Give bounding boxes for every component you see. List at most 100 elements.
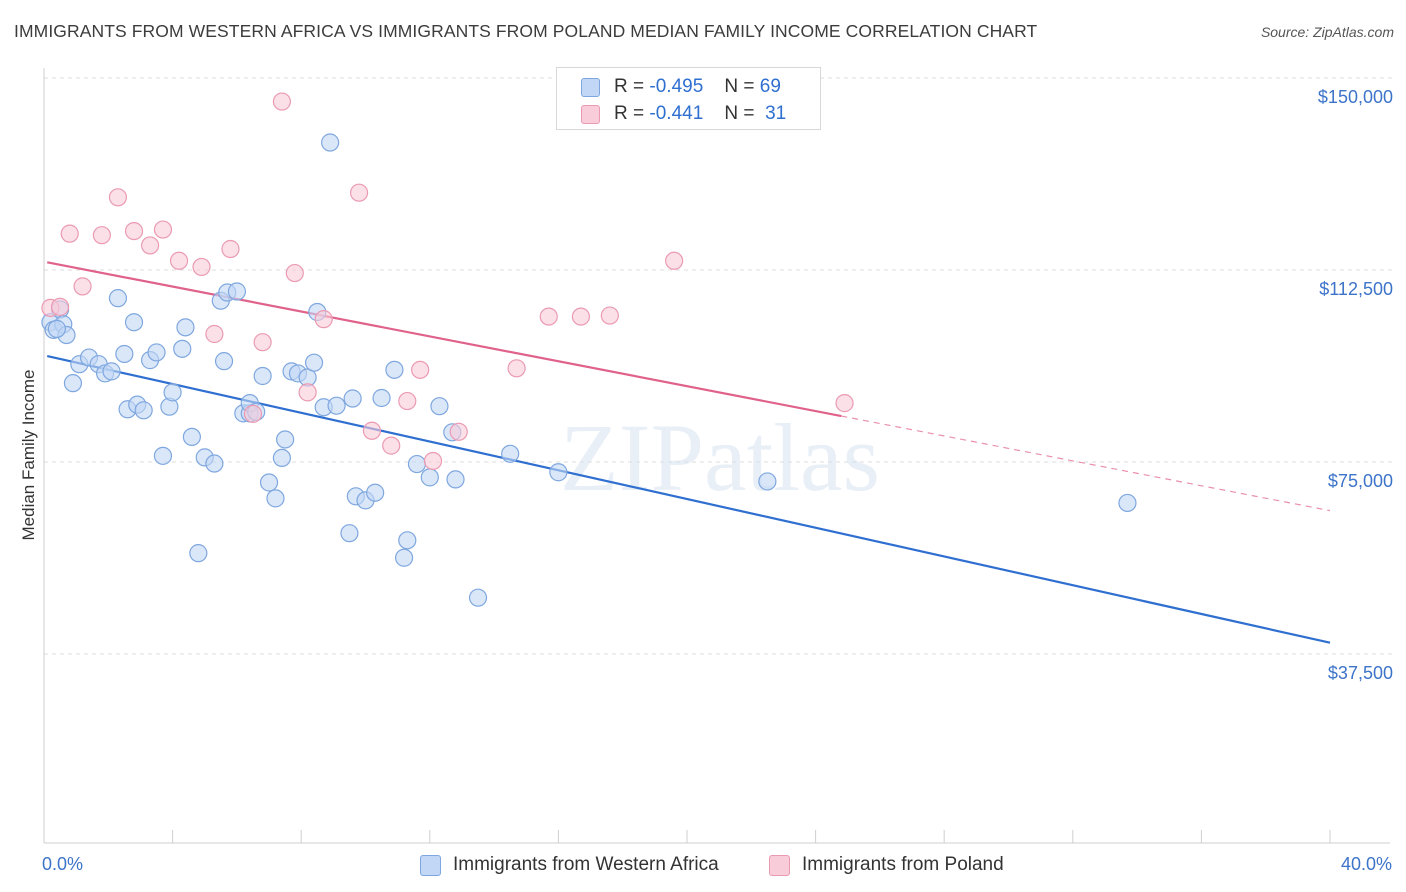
y-tick-label: $75,000	[1328, 471, 1393, 491]
point-poland	[253, 333, 272, 352]
y-tick-label: $112,500	[1319, 279, 1393, 299]
point-poland	[539, 307, 558, 326]
point-poland	[50, 297, 70, 316]
point-western-africa	[758, 472, 777, 491]
point-western-africa	[189, 544, 208, 563]
legend-row-poland: R = -0.441 N = 31	[581, 101, 786, 127]
point-western-africa	[63, 374, 83, 393]
point-western-africa	[420, 468, 439, 487]
point-western-africa	[407, 454, 427, 474]
series-name: Immigrants from Western Africa	[453, 854, 719, 875]
x-tick-label-min: 0.0%	[42, 854, 83, 874]
source-credit: Source: ZipAtlas.com	[1260, 24, 1394, 40]
point-western-africa	[304, 353, 324, 372]
point-western-africa	[266, 489, 285, 508]
point-poland	[362, 421, 382, 440]
point-western-africa	[501, 444, 520, 463]
legend-r-label: R =	[614, 76, 645, 97]
correlation-legend: R = -0.495 N = 69 R = -0.441 N = 31	[556, 67, 821, 130]
point-western-africa	[173, 339, 192, 358]
point-western-africa	[340, 524, 359, 543]
point-western-africa	[253, 366, 272, 386]
point-western-africa	[468, 588, 488, 607]
point-western-africa	[163, 383, 182, 402]
point-poland	[449, 422, 468, 441]
point-western-africa	[321, 133, 340, 152]
point-poland	[140, 236, 160, 255]
point-poland	[382, 436, 401, 455]
trend-line-poland	[47, 261, 842, 418]
point-poland	[349, 183, 369, 202]
point-western-africa	[385, 360, 404, 379]
gridlines	[44, 77, 1395, 655]
y-tick-label: $150,000	[1318, 87, 1393, 107]
point-poland	[600, 306, 619, 325]
data-points	[41, 92, 1137, 607]
point-western-africa	[343, 389, 362, 408]
point-poland	[192, 257, 211, 277]
point-poland	[73, 277, 92, 296]
series-name: Immigrants from Poland	[802, 854, 1004, 875]
legend-n-label: N =	[724, 76, 755, 97]
point-western-africa	[398, 531, 417, 550]
point-western-africa	[1118, 493, 1137, 513]
axes	[43, 68, 1390, 844]
legend-r-value: -0.495	[649, 76, 704, 97]
legend-n-value: 31	[765, 103, 787, 124]
trend-line-extension	[841, 415, 1331, 512]
y-tick-labels: $37,500 $75,000 $112,500 $150,000	[1318, 87, 1393, 683]
point-western-africa	[366, 483, 385, 502]
point-poland	[571, 307, 591, 326]
point-poland	[153, 220, 173, 239]
point-western-africa	[205, 454, 224, 473]
point-western-africa	[446, 470, 465, 489]
point-western-africa	[327, 396, 346, 415]
point-poland	[92, 226, 111, 245]
trend-lines	[46, 261, 1331, 644]
y-tick-label: $37,500	[1328, 663, 1393, 683]
point-poland	[272, 92, 292, 111]
point-western-africa	[276, 430, 295, 449]
legend-r-label: R =	[614, 103, 645, 124]
point-western-africa	[549, 463, 568, 482]
point-western-africa	[108, 289, 128, 308]
point-poland	[124, 221, 144, 241]
x-tick-label-max: 40.0%	[1341, 854, 1392, 874]
point-western-africa	[272, 448, 292, 468]
point-western-africa	[259, 473, 279, 492]
point-poland	[423, 451, 443, 471]
point-western-africa	[115, 344, 134, 364]
point-poland	[411, 360, 430, 379]
watermark: ZIPatlas	[560, 404, 880, 511]
point-western-africa	[394, 548, 414, 567]
point-western-africa	[372, 388, 391, 408]
point-poland	[398, 391, 417, 411]
legend-swatch-pink	[581, 104, 600, 124]
point-poland	[298, 383, 317, 402]
point-western-africa	[124, 313, 144, 332]
point-western-africa	[102, 362, 121, 381]
point-western-africa	[227, 282, 246, 301]
point-poland	[60, 224, 79, 243]
series-swatch-blue	[420, 854, 441, 876]
point-poland	[221, 239, 240, 259]
chart-title: IMMIGRANTS FROM WESTERN AFRICA VS IMMIGR…	[14, 21, 1038, 41]
point-poland	[108, 188, 128, 207]
legend-n-value: 69	[759, 76, 781, 97]
point-poland	[205, 324, 224, 344]
point-western-africa	[147, 343, 166, 362]
trend-line-western-africa	[46, 354, 1331, 644]
point-western-africa	[47, 319, 66, 338]
point-poland	[243, 404, 263, 423]
point-poland	[285, 263, 304, 283]
point-poland	[314, 310, 333, 329]
legend-r-value: -0.441	[649, 103, 704, 124]
point-poland	[169, 251, 189, 270]
point-poland	[665, 251, 684, 270]
series-legend-poland: Immigrants from Poland	[769, 852, 1004, 878]
point-western-africa	[153, 446, 173, 465]
series-swatch-pink	[769, 854, 790, 876]
point-poland	[507, 359, 526, 378]
point-western-africa	[182, 427, 201, 447]
legend-n-label: N =	[724, 103, 755, 124]
